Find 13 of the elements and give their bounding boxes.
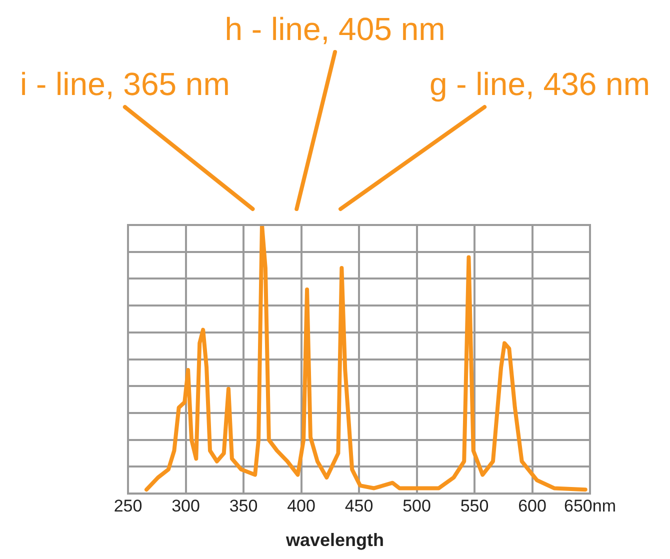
- x-axis-title: wavelength: [284, 530, 386, 551]
- x-tick-label: 250: [114, 496, 142, 516]
- x-tick-label: 400: [287, 496, 316, 516]
- x-tick-label: 300: [172, 496, 200, 516]
- x-tick-label: 350: [229, 496, 258, 516]
- text: i - line, 365 nm: [20, 66, 230, 102]
- x-tick-label: 600: [518, 496, 546, 516]
- x-tick-label: 650nm: [564, 496, 616, 516]
- x-tick-label: 500: [402, 496, 431, 516]
- x-tick-label: 450: [344, 496, 374, 516]
- text: g - line, 436 nm: [429, 66, 650, 102]
- x-tick-label: 550: [460, 496, 489, 516]
- text: h - line, 405 nm: [224, 11, 446, 47]
